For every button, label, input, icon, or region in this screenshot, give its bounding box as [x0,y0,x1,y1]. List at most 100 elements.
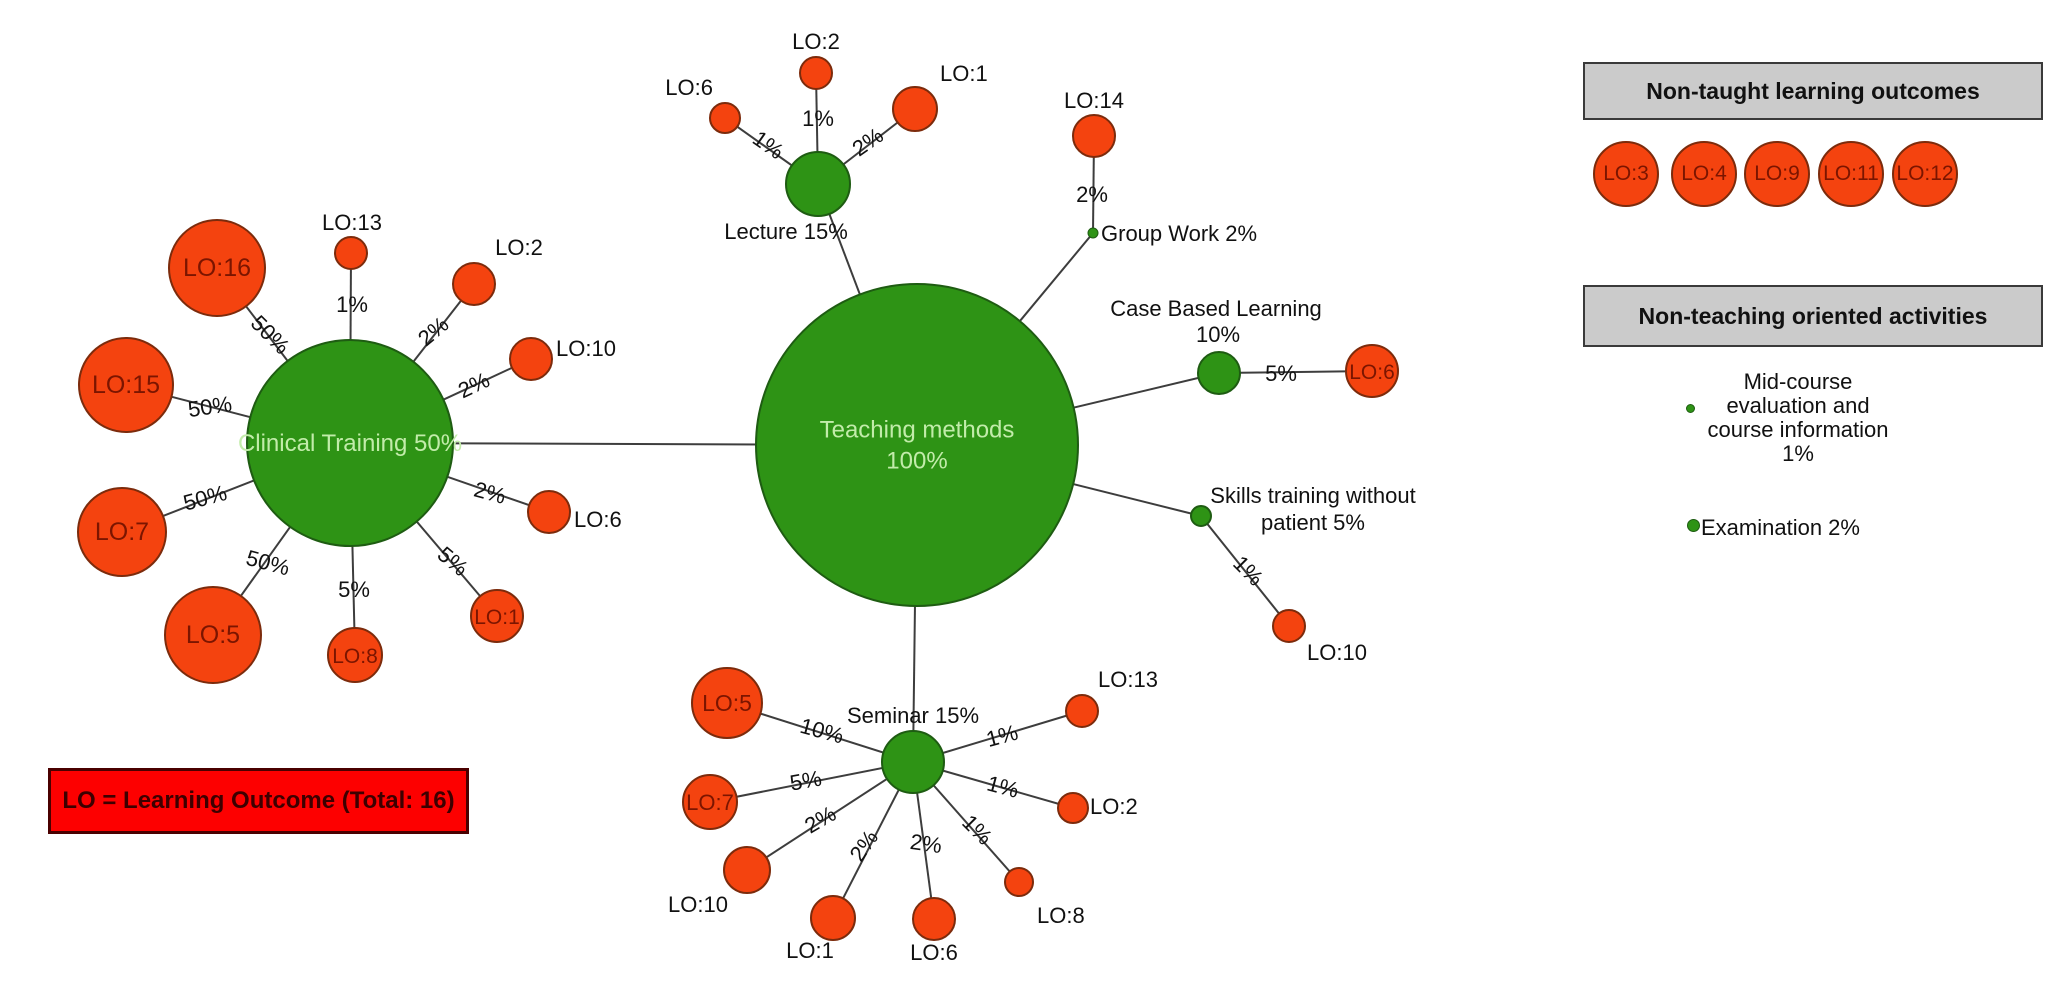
diagram-text-label: LO:13 [1098,667,1158,692]
diagram-text-label: LO:13 [322,210,382,235]
node-teaching [755,283,1079,607]
diagram-text-label: LO:10 [556,336,616,361]
non-taught-lo-circle: LO:12 [1892,141,1958,207]
edge-percent-label: 2% [1076,182,1108,207]
panel-title: Non-teaching oriented activities [1638,302,1988,329]
midcourse-line: Mid-course [1743,369,1853,394]
edge-percent-label: 5% [1265,361,1297,386]
edge-percent-label: 1% [957,810,997,850]
diagram-text-label: Seminar 15% [847,703,979,728]
edge-percent-label: 1% [336,292,368,317]
edge-percent-label: 10% [797,713,846,749]
node-clinical-lo1 [470,589,524,643]
node-seminar-lo8 [1004,867,1034,897]
diagram-text-label: LO:8 [1037,903,1085,928]
diagram-text-label: LO:1 [940,61,988,86]
non-taught-lo-circle: LO:3 [1593,141,1659,207]
non-taught-lo-circle: LO:4 [1671,141,1737,207]
node-clinical-lo2 [452,262,496,306]
diagram-text-label: LO:10 [1307,640,1367,665]
lo-chip-label: LO:12 [1896,162,1954,185]
node-clinical-lo8 [327,627,383,683]
edge-percent-label: 2% [454,367,493,403]
edge-percent-label: 5% [788,766,824,796]
lo-chip-label: LO:4 [1681,162,1727,185]
midcourse-item: Mid-course evaluation and course informa… [1698,370,1898,466]
node-lecture-lo2 [799,56,833,90]
node-clinical-lo13 [334,236,368,270]
examination-dot-icon [1687,519,1700,532]
edge-percent-label: 50% [243,545,292,581]
node-label-teaching: Teaching methods [820,417,1015,444]
panel-header-non-taught-learning-outcomes: Non-taught learning outcomes [1583,62,2043,120]
diagram-text-label: patient 5% [1261,510,1365,535]
edge-skills--skills-lo10 [1200,515,1290,627]
node-label-clinical-lo7: LO:7 [95,518,149,546]
edge-percent-label: 50% [246,310,295,359]
node-seminar-lo7 [682,774,738,830]
edge-percent-label: 2% [909,829,944,858]
diagram-text-label: Lecture 15% [724,219,848,244]
non-taught-lo-circle: LO:9 [1744,141,1810,207]
node-label-teaching: 100% [886,448,947,475]
node-clinical-lo5 [164,586,262,684]
edge-percent-label: 50% [186,391,233,422]
edge-seminar--seminar-lo10 [746,761,914,871]
edge-percent-label: 1% [984,771,1021,803]
examination-item: Examination 2% [1701,515,1860,540]
edge-percent-label: 1% [983,720,1020,752]
node-label-clinical-lo15: LO:15 [92,371,160,399]
node-label-clinical-lo16: LO:16 [183,254,251,282]
node-case-based [1197,351,1241,395]
node-seminar-lo1 [810,895,856,941]
node-seminar-lo6 [912,897,956,941]
node-casebased-lo6 [1345,344,1399,398]
diagram-text-label: LO:6 [910,940,958,965]
diagram-text-label: LO:14 [1064,88,1124,113]
node-seminar-lo10 [723,846,771,894]
node-skills [1190,505,1212,527]
diagram-text-label: Case Based Learning [1110,296,1322,321]
diagram-text-label: 10% [1196,322,1240,347]
node-clinical-lo10 [509,337,553,381]
edge-percent-label: 2% [471,477,508,509]
midcourse-line: evaluation and [1726,393,1870,418]
panel-title: Non-taught learning outcomes [1646,77,1980,104]
node-skills-lo10 [1272,609,1306,643]
node-clinical-lo16 [168,219,266,317]
diagram-text-label: LO:10 [668,892,728,917]
node-seminar [881,730,945,794]
node-label-clinical-lo8: LO:8 [332,645,378,668]
edge-percent-label: 1% [802,106,834,131]
node-groupwork-lo14 [1072,114,1116,158]
edge-percent-label: 5% [338,577,370,602]
legend-box: LO = Learning Outcome (Total: 16) [48,768,469,834]
midcourse-percent: 1% [1782,441,1814,466]
node-label-seminar-lo5: LO:5 [702,690,752,716]
diagram-text-label: LO:2 [792,29,840,54]
lo-chip-label: LO:3 [1603,162,1649,185]
diagram-text-label: Group Work 2% [1101,221,1257,246]
non-taught-lo-circle: LO:11 [1818,141,1884,207]
node-clinical-lo6 [527,490,571,534]
node-clinical [246,339,454,547]
edge-percent-label: 50% [181,480,230,516]
node-group-work [1087,227,1099,239]
legend-label: LO = Learning Outcome (Total: 16) [62,787,455,814]
node-seminar-lo2 [1057,792,1089,824]
diagram-text-label: LO:2 [1090,794,1138,819]
diagram-text-label: LO:6 [574,507,622,532]
panel-header-non-teaching-oriented-activities: Non-teaching oriented activities [1583,285,2043,347]
node-clinical-lo7 [77,487,167,577]
midcourse-line: course information [1707,417,1889,442]
lo-chip-label: LO:9 [1754,162,1800,185]
node-label-seminar-lo7: LO:7 [686,790,734,815]
node-clinical-lo15 [78,337,174,433]
diagram-text-label: LO:2 [495,235,543,260]
diagram-text-label: LO:6 [665,75,713,100]
node-lecture-lo1 [892,86,938,132]
diagram-text-label: LO:1 [786,938,834,963]
node-seminar-lo13 [1065,694,1099,728]
node-label-clinical-lo1: LO:1 [474,606,520,629]
